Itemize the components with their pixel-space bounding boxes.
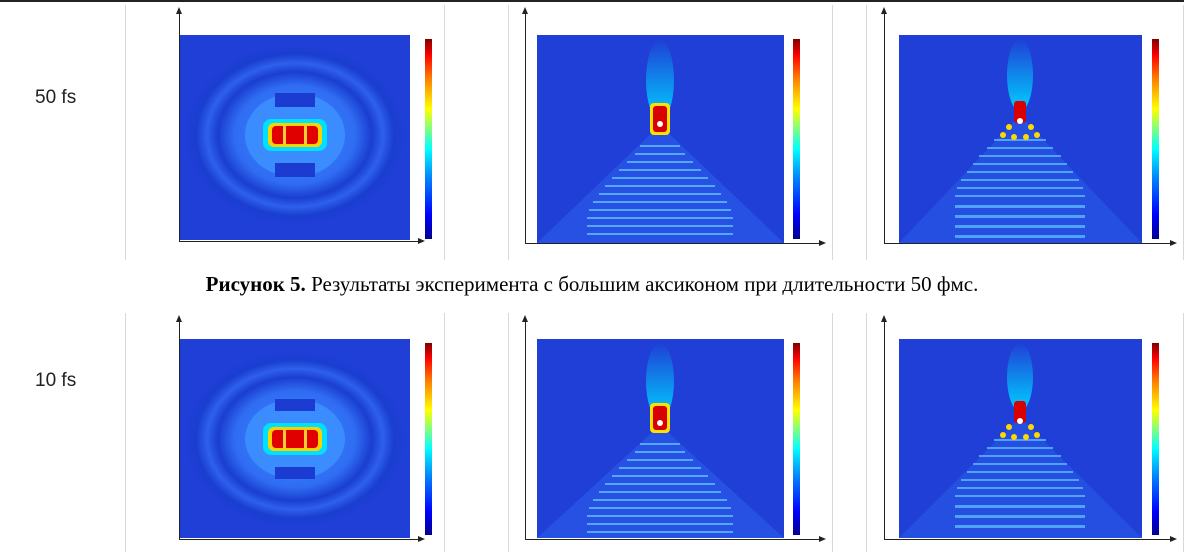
colorbar xyxy=(1152,39,1159,239)
panel-row2-beam-b xyxy=(866,313,1184,552)
heatmap-beam xyxy=(537,339,784,538)
cone xyxy=(537,425,784,538)
y-axis xyxy=(525,321,526,539)
row-label-10fs: 10 fs xyxy=(35,370,77,391)
cone xyxy=(537,125,784,243)
row-label-50fs: 50 fs xyxy=(35,87,77,108)
peak-spot xyxy=(1017,118,1023,124)
fringes xyxy=(955,439,1085,528)
caption-text: Результаты эксперимента с большим аксико… xyxy=(305,272,979,296)
x-axis xyxy=(525,243,820,244)
peak xyxy=(653,106,667,132)
heatmap-beam xyxy=(899,339,1142,538)
fringes xyxy=(587,145,733,235)
y-axis xyxy=(525,13,526,243)
cross-spots xyxy=(1000,424,1040,440)
dark-band-top xyxy=(275,399,315,411)
fringes xyxy=(587,443,733,533)
beam-tail xyxy=(646,40,674,120)
panel-row1-beam-b xyxy=(866,5,1184,260)
x-axis-arrow xyxy=(1170,240,1177,246)
y-axis-arrow xyxy=(881,315,887,322)
y-axis xyxy=(884,13,885,243)
panel-row1-beam-a xyxy=(508,5,833,260)
fringes xyxy=(955,139,1085,238)
panel-frame xyxy=(508,5,833,260)
x-axis-arrow xyxy=(418,238,425,244)
x-axis xyxy=(525,539,820,540)
core-peak xyxy=(272,430,318,448)
panel-frame xyxy=(125,313,445,552)
x-axis xyxy=(884,243,1174,244)
colorbar xyxy=(793,343,800,535)
core-stripe xyxy=(283,126,286,144)
y-axis-arrow xyxy=(881,7,887,14)
y-axis xyxy=(179,13,180,241)
figure-caption: Рисунок 5. Результаты эксперимента с бол… xyxy=(0,272,1184,297)
panel-row2-beam-a xyxy=(508,313,833,552)
beam-tail xyxy=(1007,39,1033,111)
dark-band-bottom xyxy=(275,163,315,177)
beam-tail xyxy=(646,343,674,419)
peak xyxy=(1014,101,1026,123)
x-axis-arrow xyxy=(1170,536,1177,542)
beam-tail xyxy=(1007,343,1033,411)
x-axis xyxy=(884,539,1174,540)
panel-row2-ring xyxy=(125,313,445,552)
y-axis-arrow xyxy=(522,7,528,14)
peak-spot xyxy=(657,420,663,426)
dark-band-bottom xyxy=(275,467,315,479)
cross-spots xyxy=(1000,124,1040,140)
y-axis xyxy=(884,321,885,539)
heatmap-beam xyxy=(537,35,784,243)
peak-spot xyxy=(1017,418,1023,424)
colorbar xyxy=(425,343,432,535)
colorbar xyxy=(1152,343,1159,535)
colorbar xyxy=(425,39,432,239)
x-axis-arrow xyxy=(418,536,425,542)
y-axis-arrow xyxy=(522,315,528,322)
x-axis-arrow xyxy=(819,536,826,542)
heatmap-beam xyxy=(899,35,1142,243)
top-rule xyxy=(0,0,1184,2)
core-stripe xyxy=(304,430,307,448)
y-axis-arrow xyxy=(176,7,182,14)
core-stripe xyxy=(283,430,286,448)
peak-spot xyxy=(657,121,663,127)
x-axis xyxy=(179,539,419,540)
y-axis xyxy=(179,321,180,539)
core-stripe xyxy=(304,126,307,144)
peak xyxy=(1014,401,1026,423)
panel-row1-ring xyxy=(125,5,445,260)
panel-frame xyxy=(125,5,445,260)
core-peak xyxy=(272,126,318,144)
y-axis-arrow xyxy=(176,315,182,322)
dark-band-top xyxy=(275,93,315,107)
colorbar xyxy=(793,39,800,239)
peak xyxy=(653,406,667,430)
x-axis xyxy=(179,241,419,242)
x-axis-arrow xyxy=(819,240,826,246)
heatmap-ring xyxy=(180,35,410,240)
panel-frame xyxy=(508,313,833,552)
heatmap-ring xyxy=(180,339,410,538)
caption-label: Рисунок 5. xyxy=(205,272,306,296)
